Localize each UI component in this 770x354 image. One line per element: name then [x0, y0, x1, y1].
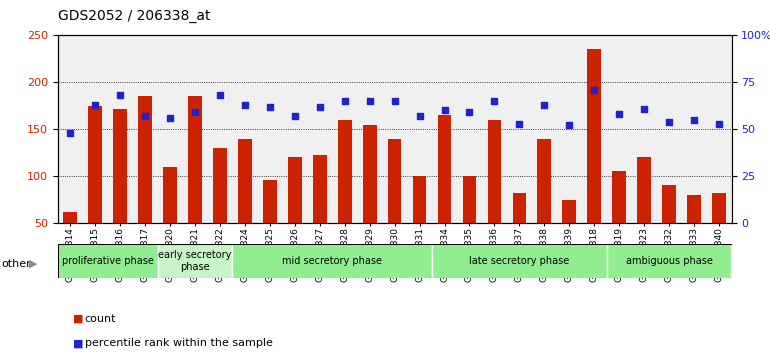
- Bar: [89, 106, 102, 223]
- Point: [613, 112, 625, 117]
- Point: [114, 93, 126, 98]
- Bar: [562, 200, 576, 223]
- Bar: [388, 139, 401, 223]
- Text: proliferative phase: proliferative phase: [62, 256, 153, 266]
- Text: ambiguous phase: ambiguous phase: [626, 256, 712, 266]
- Bar: [213, 148, 227, 223]
- Point: [588, 87, 601, 93]
- Point: [488, 98, 500, 104]
- Point: [339, 98, 351, 104]
- Point: [514, 121, 526, 126]
- Bar: [588, 50, 601, 223]
- Bar: [163, 167, 177, 223]
- Point: [64, 130, 76, 136]
- Text: percentile rank within the sample: percentile rank within the sample: [85, 338, 273, 348]
- Bar: [363, 125, 377, 223]
- Bar: [139, 96, 152, 223]
- Point: [363, 98, 376, 104]
- Bar: [662, 185, 676, 223]
- Point: [164, 115, 176, 121]
- Point: [89, 102, 102, 108]
- Bar: [537, 139, 551, 223]
- Point: [289, 113, 301, 119]
- Point: [413, 113, 426, 119]
- Point: [538, 102, 551, 108]
- Bar: [612, 171, 626, 223]
- Bar: [338, 120, 352, 223]
- Text: ■: ■: [73, 338, 84, 348]
- Bar: [233, 244, 432, 278]
- Point: [388, 98, 400, 104]
- Bar: [437, 115, 451, 223]
- Bar: [263, 180, 276, 223]
- Point: [239, 102, 251, 108]
- Bar: [463, 176, 477, 223]
- Text: other: other: [2, 259, 32, 269]
- Bar: [288, 157, 302, 223]
- Bar: [432, 244, 607, 278]
- Bar: [487, 120, 501, 223]
- Point: [139, 113, 151, 119]
- Bar: [113, 109, 127, 223]
- Point: [464, 109, 476, 115]
- Bar: [63, 212, 77, 223]
- Bar: [712, 193, 726, 223]
- Point: [638, 106, 651, 112]
- Bar: [413, 176, 427, 223]
- Text: late secretory phase: late secretory phase: [469, 256, 570, 266]
- Bar: [313, 155, 326, 223]
- Bar: [188, 96, 202, 223]
- Bar: [513, 193, 526, 223]
- Point: [438, 108, 450, 113]
- Bar: [158, 244, 233, 278]
- Point: [563, 122, 575, 128]
- Text: ■: ■: [73, 314, 84, 324]
- Text: count: count: [85, 314, 116, 324]
- Point: [313, 104, 326, 109]
- Point: [663, 119, 675, 125]
- Text: early secretory
phase: early secretory phase: [159, 250, 232, 272]
- Point: [263, 104, 276, 109]
- Text: mid secretory phase: mid secretory phase: [283, 256, 382, 266]
- Text: ▶: ▶: [29, 259, 38, 269]
- Bar: [687, 195, 701, 223]
- Bar: [58, 244, 158, 278]
- Text: GDS2052 / 206338_at: GDS2052 / 206338_at: [58, 9, 210, 23]
- Point: [713, 121, 725, 126]
- Point: [189, 109, 201, 115]
- Point: [214, 93, 226, 98]
- Point: [688, 117, 700, 122]
- Bar: [238, 139, 252, 223]
- Bar: [607, 244, 731, 278]
- Bar: [638, 157, 651, 223]
